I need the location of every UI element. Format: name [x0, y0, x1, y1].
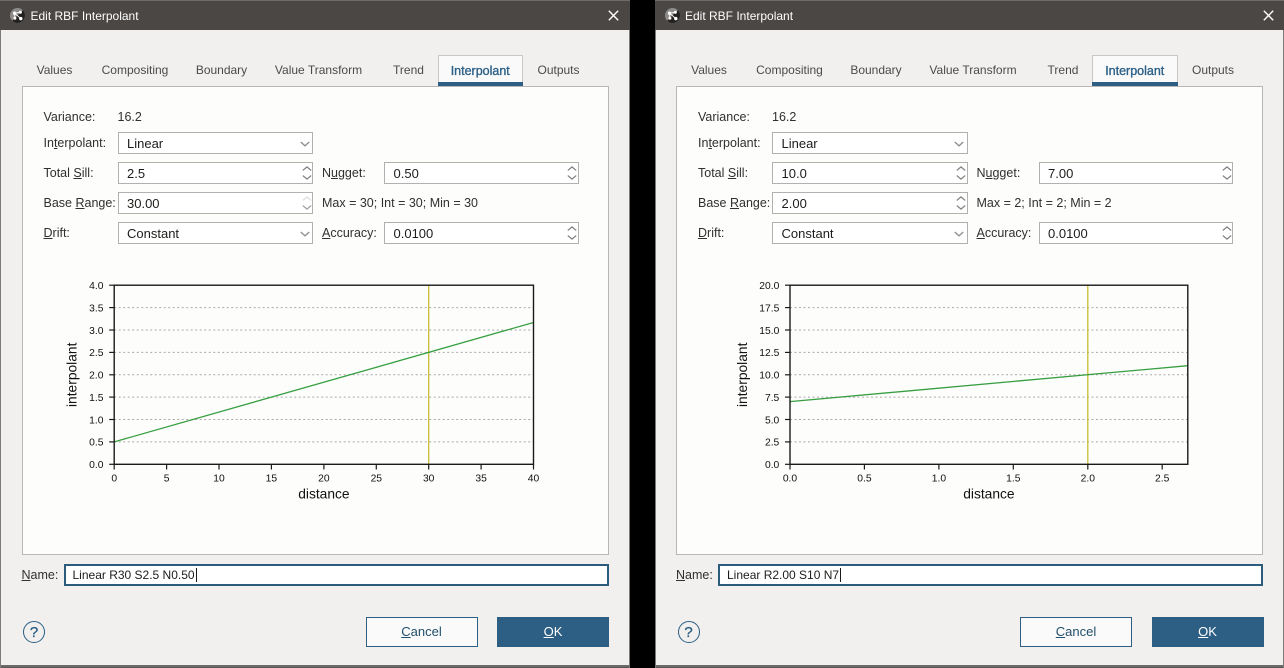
svg-text:0: 0: [111, 474, 117, 485]
svg-text:2.5: 2.5: [89, 348, 104, 359]
svg-text:1.5: 1.5: [1006, 474, 1021, 485]
svg-text:10: 10: [213, 474, 225, 485]
svg-text:30: 30: [423, 474, 435, 485]
svg-text:4.0: 4.0: [89, 281, 104, 292]
svg-text:1.5: 1.5: [89, 393, 104, 404]
svg-text:3.0: 3.0: [89, 326, 104, 337]
svg-text:distance: distance: [963, 487, 1015, 502]
svg-text:0.0: 0.0: [782, 474, 797, 485]
svg-text:2.5: 2.5: [764, 438, 779, 449]
svg-text:17.5: 17.5: [759, 303, 779, 314]
svg-text:interpolant: interpolant: [735, 342, 750, 407]
svg-text:0.5: 0.5: [857, 474, 872, 485]
svg-text:0.0: 0.0: [89, 460, 104, 471]
svg-text:35: 35: [475, 474, 487, 485]
svg-text:3.5: 3.5: [89, 303, 104, 314]
svg-text:2.0: 2.0: [1080, 474, 1095, 485]
svg-text:1.0: 1.0: [89, 415, 104, 426]
svg-text:25: 25: [371, 474, 383, 485]
svg-text:5.0: 5.0: [764, 415, 779, 426]
svg-text:10.0: 10.0: [759, 371, 779, 382]
svg-text:2.5: 2.5: [1155, 474, 1170, 485]
svg-text:15.0: 15.0: [759, 326, 779, 337]
svg-text:0.5: 0.5: [89, 438, 104, 449]
svg-text:12.5: 12.5: [759, 348, 779, 359]
svg-text:0.0: 0.0: [764, 460, 779, 471]
svg-text:1.0: 1.0: [931, 474, 946, 485]
svg-text:7.5: 7.5: [764, 393, 779, 404]
svg-text:40: 40: [528, 474, 540, 485]
svg-text:5: 5: [164, 474, 170, 485]
svg-text:distance: distance: [298, 487, 350, 502]
svg-text:interpolant: interpolant: [65, 342, 80, 407]
svg-text:20.0: 20.0: [759, 281, 779, 292]
svg-text:20: 20: [318, 474, 330, 485]
svg-text:2.0: 2.0: [89, 371, 104, 382]
svg-text:15: 15: [266, 474, 278, 485]
